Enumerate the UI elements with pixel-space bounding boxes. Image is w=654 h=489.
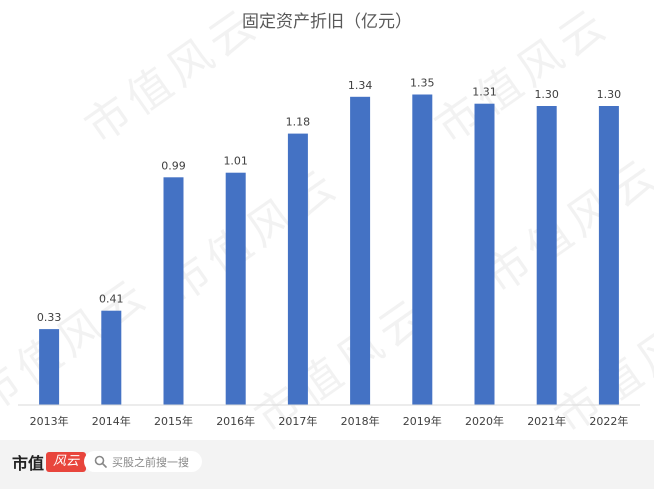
data-label: 1.18 [286,116,311,129]
bar-chart: 固定资产折旧（亿元） 0.33 2013年 0.41 2014年 0.99 2015年 1.… [18,12,640,428]
x-tick-label: 2019年 [403,414,442,428]
x-tick-label: 2022年 [589,414,628,428]
bar-2017年 [287,133,308,405]
search-icon [92,454,108,470]
data-label: 1.31 [472,86,497,99]
bar-2015年 [163,177,184,405]
bar-2021年 [536,106,557,405]
bar-2013年 [39,329,60,405]
bar-2019年 [412,94,433,405]
chart-panel: 市值风云 市值风云 市值风云 市值风云 市值风云 市值风云 市值风云 固定资产折… [0,0,654,444]
data-label: 0.41 [99,293,124,306]
data-label: 1.34 [348,79,373,92]
data-label: 1.30 [534,88,559,101]
bar-2014年 [101,310,122,405]
x-tick-label: 2021年 [527,414,566,428]
x-tick-label: 2015年 [154,414,193,428]
bar-2018年 [350,96,371,406]
data-label: 0.99 [161,159,186,172]
bar-2016年 [225,172,246,405]
brand-logo: 市值 风云 [12,450,87,474]
data-label: 1.01 [223,155,248,168]
brand-text: 市值 [12,454,45,473]
data-label: 1.35 [410,77,435,90]
x-tick-label: 2017年 [278,414,317,428]
chart-title: 固定资产折旧（亿元） [242,12,412,32]
x-tick-label: 2018年 [341,414,380,428]
x-tick-label: 2016年 [216,414,255,428]
bar-2020年 [474,103,495,405]
data-label: 1.30 [597,88,622,101]
brand-seal: 风云 [46,452,87,472]
data-label: 0.33 [37,311,62,324]
x-tick-label: 2014年 [92,414,131,428]
x-tick-label: 2020年 [465,414,504,428]
search-placeholder: 买股之前搜一搜 [112,455,189,469]
footer: 市值 风云 买股之前搜一搜 [0,440,654,489]
bar-2022年 [598,106,619,405]
x-tick-label: 2013年 [30,414,69,428]
search-input[interactable]: 买股之前搜一搜 [84,451,202,472]
